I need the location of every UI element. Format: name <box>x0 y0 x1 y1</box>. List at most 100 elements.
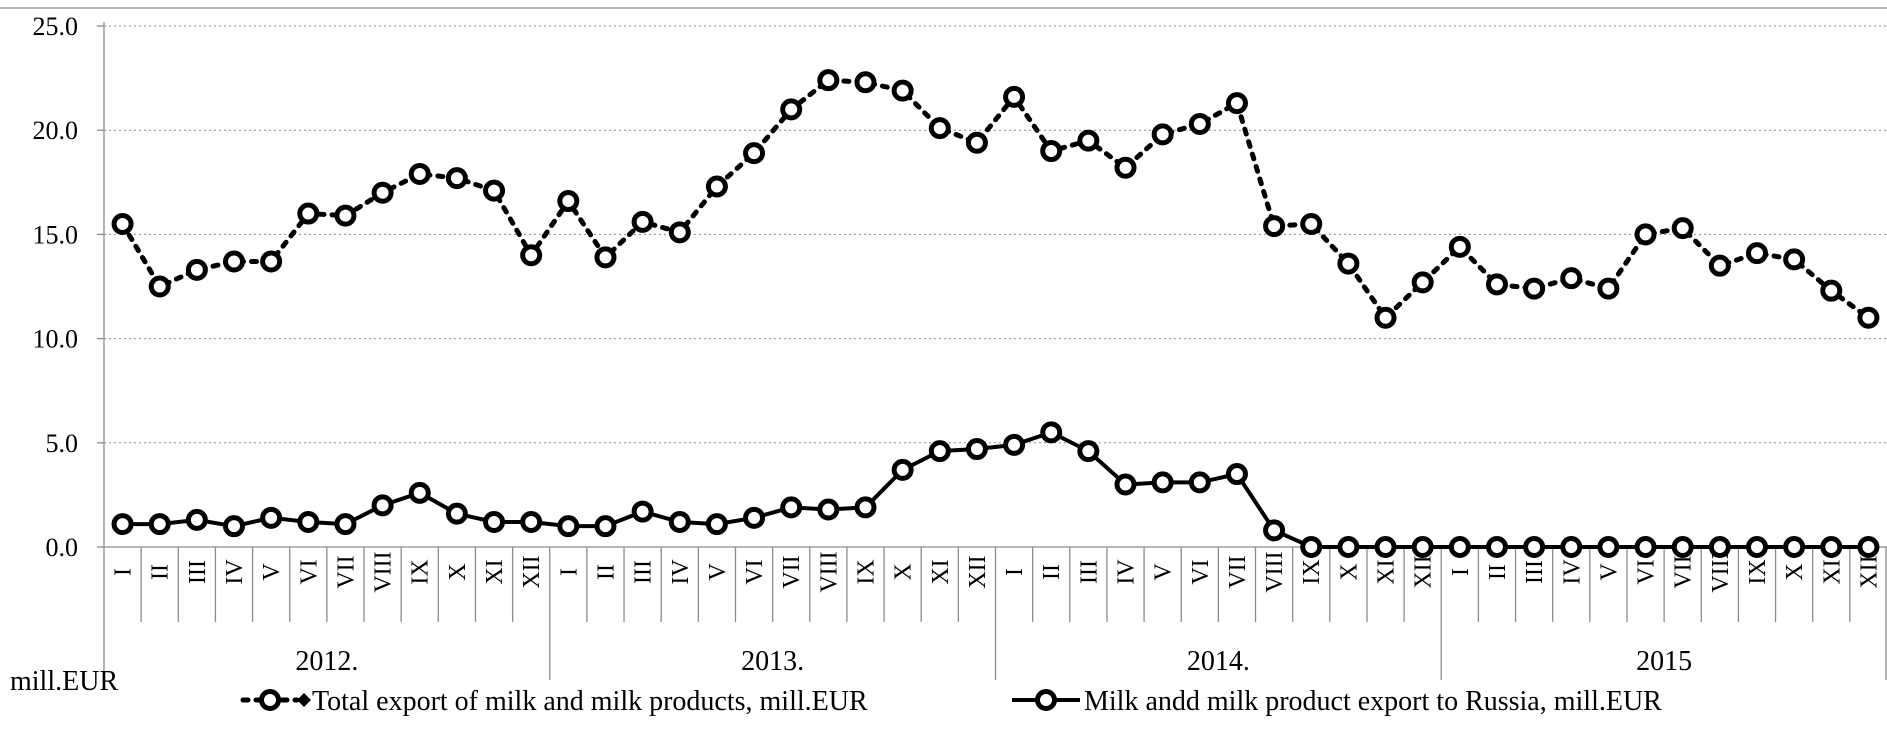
data-point <box>260 506 283 529</box>
data-point <box>891 458 914 481</box>
data-point <box>334 204 357 227</box>
data-point <box>1560 267 1583 290</box>
series-total-export <box>111 69 1880 329</box>
legend: Total export of milk and milk products, … <box>240 686 1662 717</box>
legend-marker-total <box>259 689 281 711</box>
data-point <box>408 162 431 185</box>
data-point <box>631 210 654 233</box>
x-tick-label: I <box>1002 568 1028 576</box>
data-point <box>260 250 283 273</box>
data-point <box>1374 306 1397 329</box>
y-tick-label: 5.0 <box>46 429 79 458</box>
year-label: 2012. <box>295 646 358 677</box>
data-point <box>1300 212 1323 235</box>
x-tick-label: VIII <box>371 551 397 592</box>
x-tick-label: XI <box>1374 559 1400 584</box>
data-point <box>1708 254 1731 277</box>
data-point <box>1077 440 1100 463</box>
data-point <box>1151 123 1174 146</box>
data-point <box>668 221 691 244</box>
data-point <box>1745 242 1768 265</box>
x-tick-label: V <box>1151 563 1177 581</box>
series <box>111 69 1880 558</box>
data-point <box>1708 536 1731 558</box>
data-point <box>1151 471 1174 494</box>
data-point <box>1114 473 1137 496</box>
data-point <box>185 258 208 281</box>
data-point <box>1671 217 1694 240</box>
data-point <box>1634 536 1657 558</box>
x-tick-label: IX <box>853 559 879 584</box>
data-point <box>223 250 246 273</box>
data-point <box>297 202 320 225</box>
data-point <box>557 190 580 213</box>
data-point <box>1263 519 1286 542</box>
legend-marker-russia <box>1035 689 1057 711</box>
data-point <box>1857 306 1880 329</box>
x-tick-label: XI <box>928 559 954 584</box>
data-point <box>1337 252 1360 275</box>
data-point <box>965 438 988 461</box>
data-point <box>817 498 840 521</box>
data-point <box>854 496 877 519</box>
x-tick-label: XII <box>519 555 545 588</box>
series-line <box>122 430 1869 549</box>
data-point <box>445 502 468 525</box>
x-tick-label: X <box>1336 563 1362 580</box>
x-tick-label: VI <box>1188 559 1214 584</box>
y-tick-label: 10.0 <box>33 325 79 354</box>
data-point <box>1485 536 1508 558</box>
data-point <box>1263 215 1286 238</box>
x-tick-label: VI <box>1634 559 1660 584</box>
x-tick-label: IV <box>1114 559 1140 585</box>
data-point <box>1820 536 1843 558</box>
data-point <box>1040 421 1063 444</box>
x-tick-label: VIII <box>1262 551 1288 592</box>
axes <box>0 7 1887 680</box>
year-label: 2015 <box>1636 646 1692 677</box>
data-point <box>1783 536 1806 558</box>
data-point <box>1560 536 1583 558</box>
year-label: 2014. <box>1187 646 1250 677</box>
year-label: 2013. <box>741 646 804 677</box>
data-point <box>1188 471 1211 494</box>
legend-item-total: Total export of milk and milk products, … <box>240 686 868 717</box>
data-point <box>520 244 543 267</box>
data-point <box>334 513 357 536</box>
data-point <box>1003 433 1026 456</box>
data-point <box>1077 129 1100 152</box>
data-point <box>965 131 988 154</box>
series-russia-export <box>111 421 1880 558</box>
x-tick-label: VII <box>333 555 359 588</box>
x-tick-label: II <box>1039 564 1065 580</box>
x-tick-label: VIII <box>1708 551 1734 592</box>
x-tick-label: IV <box>668 559 694 585</box>
data-point <box>185 508 208 531</box>
data-point <box>408 481 431 504</box>
data-point <box>928 117 951 140</box>
data-point <box>1114 156 1137 179</box>
y-tick-label: 15.0 <box>33 220 79 249</box>
x-tick-label: I <box>1448 568 1474 576</box>
data-point <box>1448 235 1471 258</box>
data-point <box>483 179 506 202</box>
x-tick-label: XII <box>965 555 991 588</box>
data-point <box>817 69 840 92</box>
y-tick-label: 25.0 <box>33 12 79 41</box>
x-tick-label: XII <box>1856 555 1882 588</box>
data-point <box>928 440 951 463</box>
data-point <box>148 275 171 298</box>
data-point <box>743 142 766 165</box>
legend-label-russia: Milk andd milk product export to Russia,… <box>1084 686 1662 717</box>
y-tick-label: 0.0 <box>46 533 79 562</box>
data-point <box>1634 223 1657 246</box>
x-tick-label: VI <box>296 559 322 584</box>
data-point <box>445 167 468 190</box>
x-tick-label: X <box>891 563 917 580</box>
data-point <box>1040 140 1063 163</box>
data-point <box>1745 536 1768 558</box>
legend-item-russia: Milk andd milk product export to Russia,… <box>1012 686 1662 717</box>
data-point <box>111 212 134 235</box>
data-point <box>854 71 877 94</box>
